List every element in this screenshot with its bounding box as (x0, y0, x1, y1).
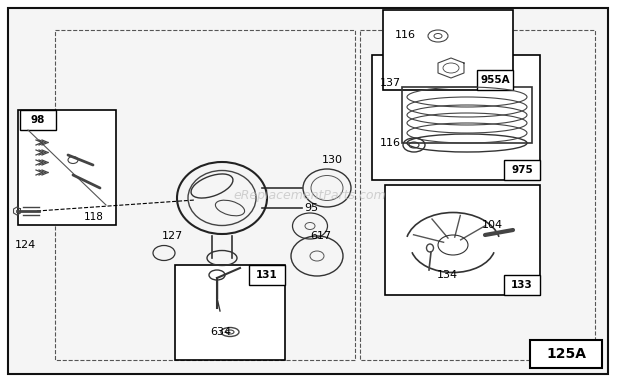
Text: 125A: 125A (546, 347, 586, 361)
Text: 130: 130 (322, 155, 343, 165)
Text: 134: 134 (437, 270, 458, 280)
Bar (530, 340, 602, 368)
Text: 975: 975 (511, 165, 533, 175)
Text: 133: 133 (511, 280, 533, 290)
Text: 955A: 955A (480, 75, 510, 85)
Text: 131: 131 (256, 270, 278, 280)
Bar (477, 70, 513, 90)
Text: 634: 634 (210, 327, 231, 337)
Bar (249, 265, 285, 285)
Text: eReplacementParts.com: eReplacementParts.com (234, 188, 386, 201)
Bar (20, 110, 56, 130)
Text: 116: 116 (395, 30, 416, 40)
Bar (372, 55, 540, 180)
Bar (385, 185, 540, 295)
Text: 98: 98 (31, 115, 45, 125)
Bar (504, 275, 540, 295)
Text: 95: 95 (304, 203, 318, 213)
Text: 116: 116 (380, 138, 401, 148)
Text: 617: 617 (310, 231, 331, 241)
Text: 118: 118 (84, 212, 104, 222)
Bar (383, 10, 513, 90)
Text: 124: 124 (15, 240, 36, 250)
Bar (504, 160, 540, 180)
Text: 127: 127 (162, 231, 184, 241)
Text: 137: 137 (380, 78, 401, 88)
Bar (402, 87, 532, 143)
Bar (18, 110, 116, 225)
Bar (175, 265, 285, 360)
Text: 104: 104 (482, 220, 503, 230)
